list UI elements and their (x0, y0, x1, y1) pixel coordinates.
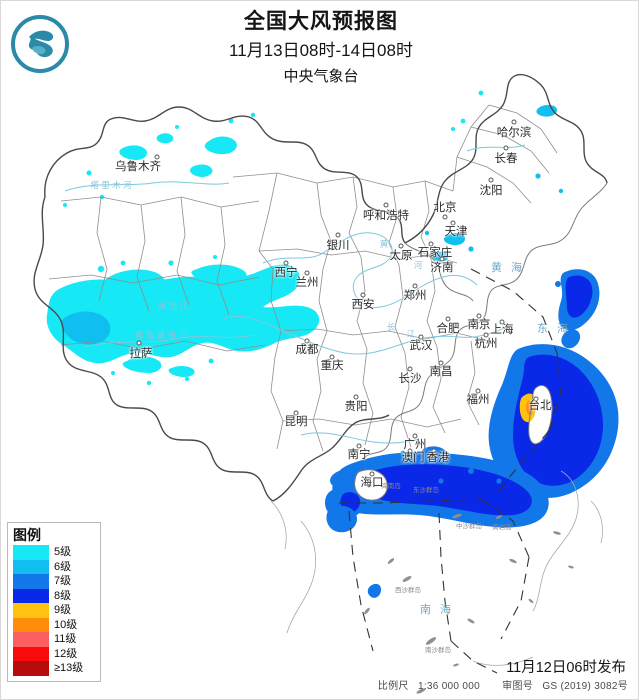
scale-value: 1:36 000 000 (417, 681, 480, 692)
wind-area-east-china-sea-level8 (488, 344, 619, 498)
city-marker-dot (438, 360, 444, 366)
legend-swatch (13, 617, 49, 632)
release-date: 11月12日06时发布 (506, 660, 626, 676)
legend-label: 12级 (54, 647, 78, 660)
wind-area-tibet-level5 (46, 255, 320, 386)
legend-row: 11级 (13, 632, 96, 647)
legend-label: 11级 (54, 633, 77, 645)
legend-swatch (13, 559, 49, 574)
city-marker-dot (329, 354, 335, 360)
legend-row: 7级 (13, 574, 96, 589)
legend-label: 9级 (54, 604, 72, 616)
legend-label: 10级 (54, 618, 78, 631)
city-marker-dot (483, 332, 489, 338)
city-marker-dot (418, 334, 424, 340)
chart-number-label: 审图号 (502, 681, 534, 692)
national-boundary (33, 73, 608, 502)
taiwan-outline (528, 384, 553, 445)
city-marker-dot (356, 443, 362, 449)
city-marker-dot (445, 316, 451, 322)
legend-row: 6级 (13, 559, 96, 574)
legend: 图例 5级 6级 7级 8级 9级 10级 11级 12级 ≥13级 (7, 522, 101, 682)
legend-row: 5级 (13, 545, 96, 560)
city-marker-dot (154, 154, 160, 160)
legend-swatch (13, 661, 49, 676)
city-marker-dot (293, 410, 299, 416)
coastline (362, 182, 608, 460)
city-marker-dot (511, 119, 517, 125)
city-marker-dot (283, 260, 289, 266)
city-marker-dot (503, 145, 509, 151)
legend-title: 图例 (13, 527, 41, 543)
legend-swatch (13, 545, 49, 560)
legend-row: 10级 (13, 617, 96, 632)
city-marker-dot (407, 448, 413, 454)
chart-number-value: GS (2019) 3082号 (542, 681, 628, 692)
wind-area-xinjiang-level5 (63, 112, 256, 207)
legend-row: 8级 (13, 588, 96, 603)
city-marker-dot (439, 256, 445, 262)
city-marker-dot (360, 292, 366, 298)
rivers (64, 144, 526, 444)
city-marker-dot (412, 433, 418, 439)
neighbour-coastlines (270, 470, 603, 666)
city-marker-dot (442, 214, 448, 220)
city-marker-dot (335, 232, 341, 238)
legend-swatch (13, 632, 49, 647)
title-block: 全国大风预报图 11月13日08时-14日08时 中央气象台 (171, 9, 471, 88)
province-borders (48, 104, 558, 452)
south-china-sea-islands (364, 513, 574, 694)
legend-rows: 5级 6级 7级 8级 9级 10级 11级 12级 ≥13级 (13, 545, 96, 676)
city-marker-dot (369, 471, 375, 477)
city-marker-dot (353, 394, 359, 400)
city-marker-dot (488, 177, 494, 183)
maritime-dashed-boundary (339, 268, 562, 674)
issuer-name: 中央气象台 (283, 68, 359, 85)
city-marker-dot (398, 243, 404, 249)
city-marker-dot (304, 270, 310, 276)
legend-swatch (13, 588, 49, 603)
city-marker-dot (450, 220, 456, 226)
legend-swatch (13, 574, 49, 589)
city-marker-dot (383, 202, 389, 208)
legend-row: 12级 (13, 646, 96, 661)
city-marker-dot (499, 319, 505, 325)
legend-label: 6级 (54, 560, 72, 573)
hainan-outline (354, 469, 388, 501)
city-marker-dot (431, 448, 437, 454)
legend-label: 7级 (54, 575, 72, 587)
cma-dragon-logo (11, 15, 69, 73)
city-marker-dot (533, 396, 539, 402)
wind-area-vietnam-coast (367, 583, 382, 598)
city-marker-dot (475, 388, 481, 394)
city-marker-dot (407, 366, 413, 372)
page-title: 全国大风预报图 (244, 10, 398, 33)
forecast-period: 11月13日08时-14日08时 (229, 41, 413, 60)
legend-label: 8级 (54, 589, 72, 602)
wind-area-south-china-sea-level8 (325, 452, 549, 533)
city-marker-dot (476, 313, 482, 319)
city-marker-dot (428, 241, 434, 247)
city-marker-dot (412, 283, 418, 289)
legend-swatch (13, 603, 49, 618)
scale-label: 比例尺 (377, 681, 409, 692)
city-marker-dot (304, 338, 310, 344)
legend-row: 9级 (13, 603, 96, 618)
legend-label: ≥13级 (54, 662, 84, 674)
wind-area-yellow-sea-level8 (555, 269, 600, 349)
legend-row: ≥13级 (13, 661, 96, 676)
legend-swatch (13, 646, 49, 661)
wind-area-guangdong-coast (400, 446, 447, 462)
legend-label: 5级 (54, 546, 72, 558)
footer-meta: 比例尺 1:36 000 000 审图号 GS (2019) 3082号 (378, 677, 628, 692)
wind-area-northeast-level5 (451, 90, 564, 194)
city-marker-dot (136, 340, 142, 346)
